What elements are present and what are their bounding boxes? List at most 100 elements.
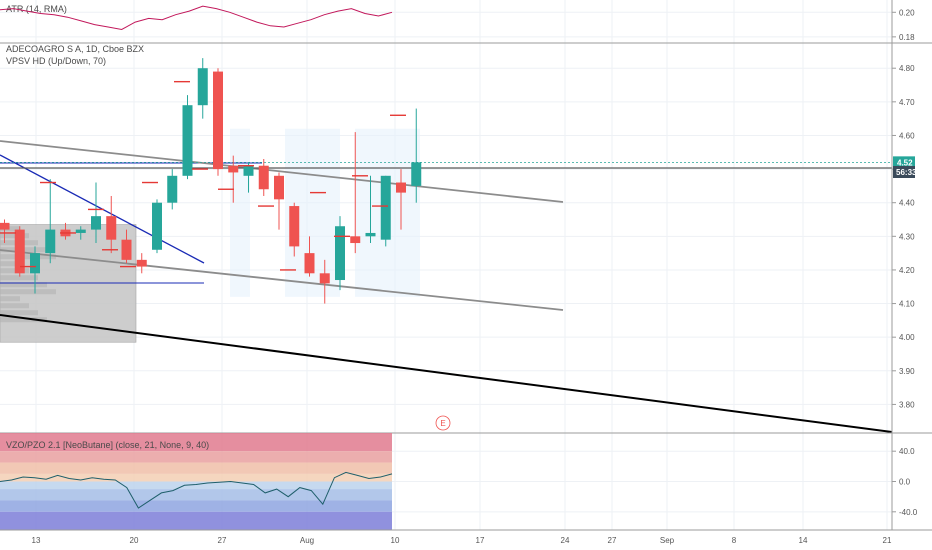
- candle-body: [396, 182, 406, 193]
- vpsv-bar: [0, 275, 38, 281]
- time-label: 17: [476, 536, 485, 545]
- atr-label: ATR (14, RMA): [6, 4, 67, 14]
- vzo-axis: 40.0 0.0 -40.0: [892, 447, 918, 517]
- time-label: 20: [130, 536, 139, 545]
- price-tick-label: 4.20: [899, 266, 915, 275]
- candle-body: [365, 232, 376, 237]
- time-label: 21: [883, 536, 892, 545]
- time-axis: 13 20 27 Aug 10 17 24 27 Sep 8 14 21: [32, 536, 892, 545]
- grid: [0, 0, 892, 530]
- vpsv-bar: [0, 254, 56, 260]
- candle-body: [136, 259, 147, 267]
- price-tick-label: 4.00: [899, 333, 915, 342]
- candle-body: [258, 165, 269, 190]
- current-price-tag-bg: [893, 156, 915, 169]
- vpsv-bar: [0, 226, 20, 232]
- candle-body: [304, 253, 315, 274]
- vzo-tick-label: 40.0: [899, 447, 915, 456]
- candle-body: [213, 71, 223, 170]
- vzo-pane: VZO/PZO 2.1 [NeoButane] (close, 21, None…: [0, 433, 918, 530]
- countdown-tag: 56:33: [893, 166, 917, 178]
- vzo-band: [0, 489, 392, 501]
- vzo-band: [0, 481, 392, 490]
- atr-tick-label: 0.20: [899, 8, 915, 17]
- candle-body: [243, 165, 254, 176]
- time-label: 13: [32, 536, 41, 545]
- vpsv-bar: [0, 268, 29, 274]
- price-tick-label: 4.80: [899, 64, 915, 73]
- main-pane: 4.804.704.604.504.404.304.204.104.003.90…: [0, 44, 917, 433]
- vpsv-histogram: [0, 128, 420, 323]
- black-trendline: [0, 314, 893, 433]
- candle-body: [380, 175, 391, 240]
- price-tick-label: 3.80: [899, 400, 915, 409]
- vzo-band: [0, 451, 392, 463]
- indicator-label: VPSV HD (Up/Down, 70): [6, 56, 106, 66]
- price-tick-label: 4.10: [899, 300, 915, 309]
- vzo-label: VZO/PZO 2.1 [NeoButane] (close, 21, None…: [6, 440, 209, 450]
- candle-body: [106, 216, 117, 240]
- candle-body: [152, 202, 162, 250]
- candle-body: [289, 206, 300, 247]
- candle-body: [121, 239, 132, 260]
- atr-line: [0, 5, 393, 31]
- candle-body: [14, 229, 25, 274]
- time-label: 24: [561, 536, 570, 545]
- countdown-tag-bg: [893, 166, 915, 178]
- candle-body: [274, 175, 284, 200]
- price-tick-label: 3.90: [899, 367, 915, 376]
- candle-body: [335, 226, 345, 281]
- current-price-tag-text: 4.52: [897, 158, 913, 167]
- candle-body: [30, 253, 40, 274]
- vpsv-glow: [230, 128, 250, 297]
- vpsv-bar: [0, 317, 47, 323]
- earnings-label: E: [440, 419, 445, 428]
- main-title: ADECOAGRO S A, 1D, Cboe BZX: [6, 44, 144, 54]
- vzo-tick-label: 0.0: [899, 478, 911, 487]
- price-tick-label: 4.30: [899, 232, 915, 241]
- vpsv-bar: [0, 282, 47, 288]
- time-label: 14: [799, 536, 808, 545]
- atr-pane: ATR (14, RMA) 0.20 0.18: [0, 4, 915, 42]
- vzo-band: [0, 511, 392, 530]
- candle-body: [182, 105, 193, 176]
- earnings-marker[interactable]: E: [435, 415, 451, 431]
- vpsv-bar: [0, 233, 29, 239]
- price-tick-label: 4.60: [899, 131, 915, 140]
- vpsv-bar: [0, 296, 20, 302]
- vzo-band: [0, 433, 392, 452]
- candles: [0, 58, 422, 304]
- price-axis: 4.804.704.604.504.404.304.204.104.003.90…: [892, 64, 917, 409]
- atr-tick-label: 0.18: [899, 33, 915, 42]
- candle-body: [319, 273, 330, 284]
- current-price-tag: 4.52: [893, 156, 915, 169]
- candle-body: [91, 216, 101, 230]
- vzo-band: [0, 473, 392, 482]
- candle-body: [45, 229, 56, 254]
- price-tick-label: 4.70: [899, 98, 915, 107]
- time-label: Aug: [300, 536, 314, 545]
- vpsv-markers: [0, 80, 406, 271]
- candle-body: [0, 222, 10, 230]
- atr-axis: 0.20 0.18: [892, 8, 915, 42]
- gray-channel-top: [0, 140, 564, 203]
- candle-body: [197, 68, 208, 106]
- vzo-band: [0, 462, 392, 474]
- candle-body: [350, 236, 361, 244]
- vzo-line: [0, 471, 393, 509]
- countdown-tag-text: 56:33: [896, 168, 917, 177]
- candle-body: [411, 162, 422, 186]
- vpsv-bar: [0, 261, 20, 267]
- vzo-bands: [0, 433, 392, 530]
- candle-body: [167, 175, 178, 203]
- time-label: 27: [218, 536, 227, 545]
- vzo-band: [0, 500, 392, 512]
- time-label: 27: [608, 536, 617, 545]
- candle-body: [228, 165, 239, 173]
- time-label: 8: [732, 536, 737, 545]
- vpsv-bar: [0, 289, 56, 295]
- gray-channel-bottom: [0, 249, 564, 311]
- price-tick-label: 4.40: [899, 199, 915, 208]
- candle-body: [75, 229, 86, 233]
